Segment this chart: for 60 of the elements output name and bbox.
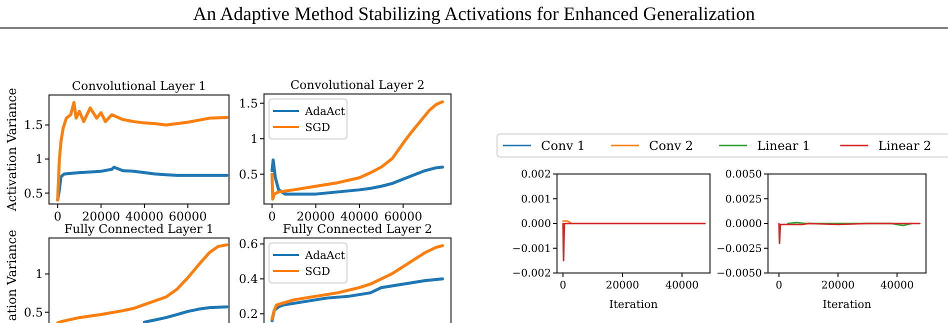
y-tick-label: 1 xyxy=(35,152,43,166)
x-tick-label: 60000 xyxy=(168,210,207,224)
y-tick-label: 0.2 xyxy=(238,306,258,321)
y-tick-label: 0.6 xyxy=(238,237,258,252)
y-tick-label: −0.001 xyxy=(512,242,551,255)
y-tick-label: 1 xyxy=(250,132,258,146)
y-tick-label: 0.4 xyxy=(238,272,258,286)
x-tick-label: 40000 xyxy=(340,210,379,224)
x-tick-label: 60000 xyxy=(384,210,422,224)
y-tick-label: 1.5 xyxy=(238,96,258,110)
x-tick-label: 20000 xyxy=(606,279,640,292)
legend-label: SGD xyxy=(305,264,330,278)
text: An Adaptive Method Stabilizing Activations for Enhanced Generalization xyxy=(193,4,756,25)
line-series xyxy=(270,277,444,322)
line-series xyxy=(142,305,228,323)
line-series xyxy=(56,243,228,323)
x-axis-title: Iteration xyxy=(609,298,658,311)
y-tick-label: 1.5 xyxy=(24,118,43,132)
legend-label: AdaAct xyxy=(304,104,346,118)
chart-title: Fully Connected Layer 1 xyxy=(64,222,214,236)
line-series xyxy=(270,244,444,321)
y-axis-title: ation Variance xyxy=(4,230,19,321)
legend-label: SGD xyxy=(305,120,330,134)
chart-title: Convolutional Layer 2 xyxy=(290,78,425,92)
x-axis-title: Iteration xyxy=(822,298,872,311)
y-tick-label: −0.002 xyxy=(512,268,551,280)
x-tick-label: 0 xyxy=(268,210,276,224)
y-tick-label: 0.0050 xyxy=(725,168,762,181)
line-series xyxy=(270,100,444,201)
x-tick-label: 20000 xyxy=(821,279,855,292)
legend-label: Linear 2 xyxy=(878,138,932,153)
y-tick-label: 0.0025 xyxy=(725,193,762,206)
line-series xyxy=(56,100,228,202)
x-tick-label: 20000 xyxy=(82,210,120,224)
x-tick-label: 0 xyxy=(54,210,62,224)
y-tick-label: −0.0050 xyxy=(716,268,762,280)
x-tick-label: 40000 xyxy=(665,279,699,292)
legend-label: Linear 1 xyxy=(757,138,810,153)
chart-title: Fully Connected Layer 2 xyxy=(282,222,432,236)
legend-label: Conv 2 xyxy=(649,138,694,153)
legend-label: AdaAct xyxy=(304,248,346,262)
line-series xyxy=(56,166,228,202)
y-tick-label: 0.000 xyxy=(520,218,551,230)
y-tick-label: 0.5 xyxy=(24,186,43,200)
y-tick-label: 0.5 xyxy=(24,305,43,320)
x-tick-label: 40000 xyxy=(880,279,914,292)
legend-label: Conv 1 xyxy=(541,138,586,153)
y-tick-label: −0.0025 xyxy=(716,242,762,255)
x-tick-label: 0 xyxy=(776,279,782,292)
y-tick-label: 0.0000 xyxy=(725,218,762,230)
x-tick-label: 0 xyxy=(560,279,566,292)
y-tick-label: 0.001 xyxy=(520,193,551,206)
y-axis-title: Activation Variance xyxy=(4,88,19,212)
y-tick-label: 0.002 xyxy=(520,168,551,181)
y-tick-label: 1 xyxy=(35,267,43,282)
y-tick-label: 0.5 xyxy=(238,167,258,182)
x-tick-label: 40000 xyxy=(125,210,164,224)
chart-title: Convolutional Layer 1 xyxy=(72,79,206,93)
x-tick-label: 20000 xyxy=(296,210,335,224)
line-series xyxy=(270,158,444,196)
